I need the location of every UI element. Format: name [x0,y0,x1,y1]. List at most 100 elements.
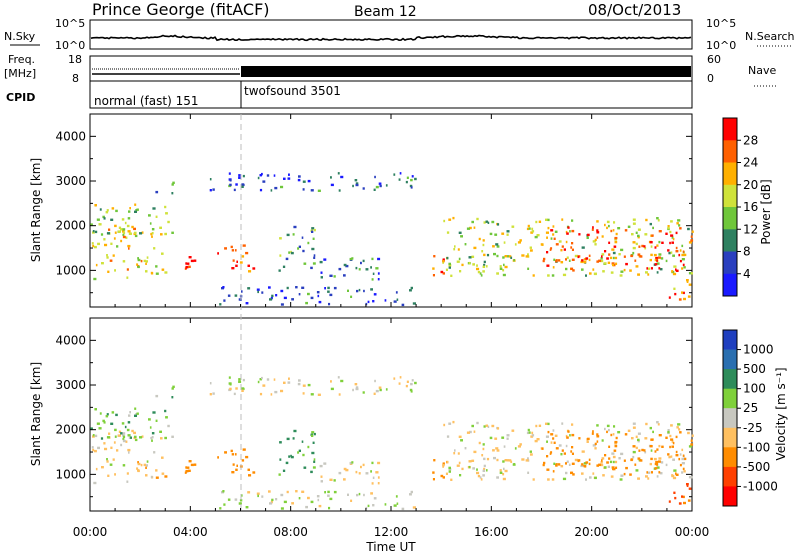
velocity-cell [494,437,498,440]
power-cell [379,184,382,188]
power-cell [134,203,137,206]
power-cell [632,251,635,255]
velocity-cell [656,466,660,469]
velocity-cell [565,471,568,475]
power-cell [580,260,584,264]
velocity-cell [443,423,446,427]
velocity-cell [483,464,486,468]
velocity-cell [414,381,417,385]
power-cell [506,233,509,236]
power-cell [343,274,346,277]
power-cell [563,248,566,251]
power-cell [596,231,600,234]
cpid-mode-1: normal (fast) 151 [94,94,198,108]
power-cell [581,268,584,271]
power-cell [510,256,513,259]
velocity-cell [502,477,506,481]
velocity-cell [310,393,314,396]
velocity-cell [233,392,236,396]
velocity-cell [234,453,237,456]
power-cell [217,252,219,255]
velocity-cell [307,445,310,449]
velocity-cell [236,464,238,467]
velocity-cell [159,430,162,433]
power-cell [410,178,413,182]
power-cell [319,260,323,264]
power-cell [482,239,485,242]
power-cell [266,174,270,177]
power-cell [128,247,130,250]
velocity-cell [238,380,242,383]
velocity-cell [652,430,654,434]
power-cell [570,267,574,270]
power-cell [227,294,231,297]
power-cell [557,259,561,262]
power-cell [480,274,483,277]
power-cell [673,265,677,268]
power-cell [370,266,372,269]
power-cell [155,265,158,268]
power-cell [133,227,136,231]
velocity-cell [385,388,388,391]
velocity-cell [472,467,475,470]
velocity-cell [128,436,132,439]
velocity-cell [667,453,670,456]
velocity-cell [502,473,505,476]
velocity-cell [393,504,397,507]
power-cell [656,262,660,265]
velocity-cell [594,476,597,480]
velocity-cell [297,451,300,454]
power-cell [669,230,672,234]
velocity-cell [581,472,584,475]
power-cell [152,207,156,210]
power-cell [312,237,315,240]
velocity-cell [91,446,94,449]
velocity-cell [624,433,628,436]
velocity-cell [155,394,159,398]
velocity-colorbar-tick-label: -1000 [743,479,778,493]
velocity-cell [682,467,685,471]
velocity-cell [566,436,569,439]
power-cell [506,230,510,233]
power-cell [589,272,592,275]
power-cell [129,207,131,210]
power-cell [684,253,687,257]
power-cell [614,240,618,244]
power-cell [496,272,499,275]
velocity-cell [358,492,361,496]
velocity-cell [187,469,191,472]
power-cell [686,279,689,282]
power-cell [568,259,571,262]
velocity-cell [560,453,563,456]
velocity-cell [501,436,505,439]
power-cell [634,259,637,262]
velocity-cell [396,502,399,505]
power-cell [164,232,167,236]
velocity-cell [259,378,262,381]
power-cell [459,270,462,273]
power-cell [448,264,452,267]
velocity-cell [682,495,685,499]
velocity-cell [615,436,618,440]
velocity-cell [232,463,235,466]
velocity-cell [227,498,231,501]
power-cell [600,259,604,263]
power-cell [683,297,686,301]
power-cell [598,259,602,262]
velocity-cell [547,422,550,426]
velocity-cell [360,465,362,469]
velocity-cell [102,419,105,423]
power-cell [307,241,310,245]
velocity-cell [131,429,134,433]
velocity-cell [482,474,485,477]
power-cell [526,227,529,231]
velocity-cell [493,456,496,460]
velocity-cell [97,446,100,450]
velocity-cell [486,469,488,472]
velocity-cell [239,499,243,502]
velocity-cell [301,440,304,443]
velocity-cell [96,422,100,425]
velocity-cell [671,445,674,448]
power-cell [320,271,323,274]
power-cell [103,217,106,220]
